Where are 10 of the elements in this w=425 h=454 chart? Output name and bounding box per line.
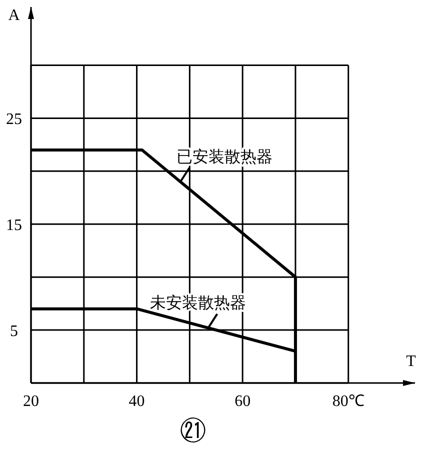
x-tick-label: 40 [128, 393, 145, 410]
x-tick-label: 20 [23, 393, 39, 410]
y-tick-label: 15 [6, 217, 22, 234]
text: ㉑ [180, 417, 206, 446]
y-tick-label: 25 [6, 111, 22, 128]
x-tick-label: 60 [234, 393, 251, 410]
y-tick-label: 5 [10, 323, 18, 340]
x-tick-label: 80℃ [332, 393, 364, 410]
x-axis-title: T [406, 353, 416, 370]
y-axis-title: A [8, 7, 20, 24]
